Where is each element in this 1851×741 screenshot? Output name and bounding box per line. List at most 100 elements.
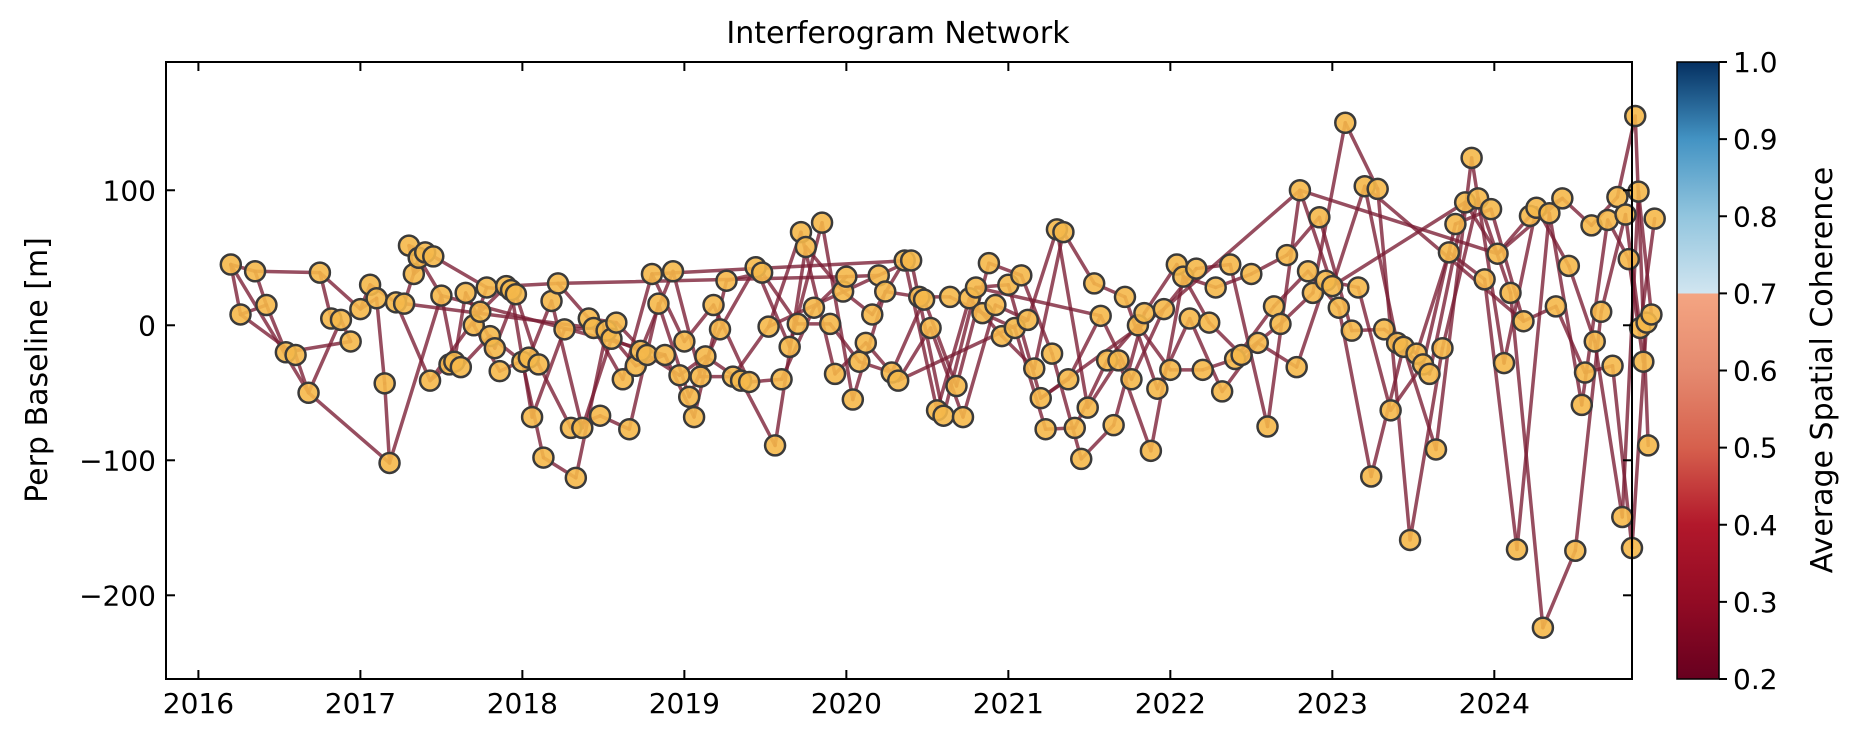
colorbar-tick-label: 0.2	[1733, 663, 1778, 696]
interferogram-edge	[1515, 211, 1552, 552]
acquisition-point	[1424, 438, 1448, 461]
interferogram-edge	[1162, 188, 1302, 311]
acquisition-point	[219, 253, 243, 276]
acquisition-point	[653, 343, 677, 367]
acquisition-point	[1431, 336, 1454, 360]
acquisition-point	[861, 303, 884, 326]
acquisition-point	[546, 272, 570, 295]
acquisition-point	[810, 211, 834, 234]
acquisition-point	[1089, 304, 1112, 328]
interferogram-edge	[1620, 189, 1641, 519]
acquisition-point	[1492, 351, 1516, 375]
acquisition-point	[1437, 241, 1461, 264]
acquisition-point	[1564, 539, 1587, 562]
interferogram-edge	[1188, 316, 1224, 394]
acquisition-point	[1334, 111, 1357, 135]
acquisition-points	[219, 104, 1666, 639]
acquisition-point	[1219, 253, 1242, 276]
acquisition-point	[1379, 399, 1402, 422]
acquisition-point	[757, 315, 780, 338]
acquisition-point	[1473, 268, 1496, 291]
acquisition-point	[1230, 343, 1253, 367]
interferogram-edge	[1311, 121, 1348, 295]
interferogram-edge	[306, 391, 392, 465]
acquisition-point	[229, 303, 252, 326]
acquisition-point	[1570, 393, 1594, 417]
acquisition-point	[1285, 355, 1308, 379]
acquisition-point	[886, 369, 910, 392]
interferogram-edge	[1073, 358, 1109, 430]
acquisition-point	[1643, 207, 1666, 230]
acquisition-point	[1052, 220, 1075, 244]
interferogram-edge	[452, 291, 468, 364]
acquisition-point	[1512, 309, 1535, 333]
acquisition-point	[1269, 312, 1292, 336]
acquisition-point	[532, 446, 555, 469]
interferogram-edge	[530, 327, 567, 419]
acquisition-point	[588, 404, 612, 427]
acquisition-point	[750, 261, 774, 284]
acquisition-point	[1460, 146, 1483, 170]
acquisition-point	[571, 416, 594, 440]
interferogram-edge	[902, 258, 939, 413]
interferogram-edge	[1098, 314, 1134, 382]
interferogram-edge	[374, 296, 387, 386]
acquisition-point	[1601, 354, 1624, 378]
acquisition-point	[1034, 417, 1057, 441]
colorbar-tick-label: 0.4	[1733, 509, 1778, 542]
acquisition-point	[488, 359, 511, 383]
acquisition-point	[605, 311, 628, 334]
acquisition-point	[1210, 380, 1234, 403]
acquisition-point	[1120, 368, 1143, 391]
acquisition-point	[1069, 447, 1093, 471]
interferogram-edge	[1401, 345, 1438, 452]
interferogram-edge	[1356, 285, 1393, 413]
acquisition-point	[1107, 349, 1130, 372]
acquisition-point	[715, 269, 738, 292]
acquisition-point	[786, 312, 810, 336]
acquisition-point	[737, 370, 761, 394]
colorbar-label: Average Spatial Coherence	[1805, 167, 1840, 573]
x-tick-label: 2018	[487, 687, 558, 720]
acquisition-point	[708, 318, 732, 341]
acquisition-point	[938, 285, 962, 309]
acquisition-point	[668, 363, 691, 387]
acquisition-point	[1627, 180, 1650, 203]
acquisition-point	[527, 353, 550, 376]
acquisition-point	[677, 385, 701, 409]
interferogram-edge	[1129, 307, 1166, 382]
y-tick-label: 0	[138, 309, 156, 342]
colorbar-tick-label: 0.8	[1733, 200, 1778, 233]
acquisition-point	[1010, 264, 1033, 287]
interferogram-edge	[711, 303, 751, 384]
acquisition-point	[673, 330, 696, 353]
acquisition-point	[1029, 386, 1052, 410]
acquisition-point	[951, 405, 975, 429]
interferogram-edge	[1298, 188, 1500, 256]
acquisition-point	[1359, 465, 1383, 488]
colorbar-tick-label: 0.9	[1733, 123, 1778, 156]
acquisition-point	[284, 343, 307, 367]
acquisition-point	[1040, 342, 1064, 365]
acquisition-point	[255, 293, 278, 317]
colorbar	[1676, 61, 1720, 680]
y-tick-label: 100	[103, 174, 156, 207]
x-tick-label: 2024	[1459, 687, 1530, 720]
acquisition-point	[329, 308, 353, 332]
acquisition-point	[763, 434, 787, 457]
acquisition-point	[297, 381, 320, 405]
interferogram-edge	[1330, 200, 1467, 288]
interferogram-edge	[1636, 189, 1654, 317]
interferogram-edge	[1554, 304, 1587, 375]
acquisition-point	[848, 350, 871, 373]
plot-frame	[165, 61, 1633, 680]
acquisition-point	[1178, 307, 1202, 330]
acquisition-point	[1444, 212, 1467, 236]
acquisition-point	[802, 296, 826, 319]
interferogram-edge	[1541, 548, 1578, 630]
interferogram-edge	[1482, 277, 1519, 552]
acquisition-point	[778, 335, 801, 359]
acquisition-point	[1308, 206, 1331, 229]
x-tick-label: 2019	[649, 687, 720, 720]
